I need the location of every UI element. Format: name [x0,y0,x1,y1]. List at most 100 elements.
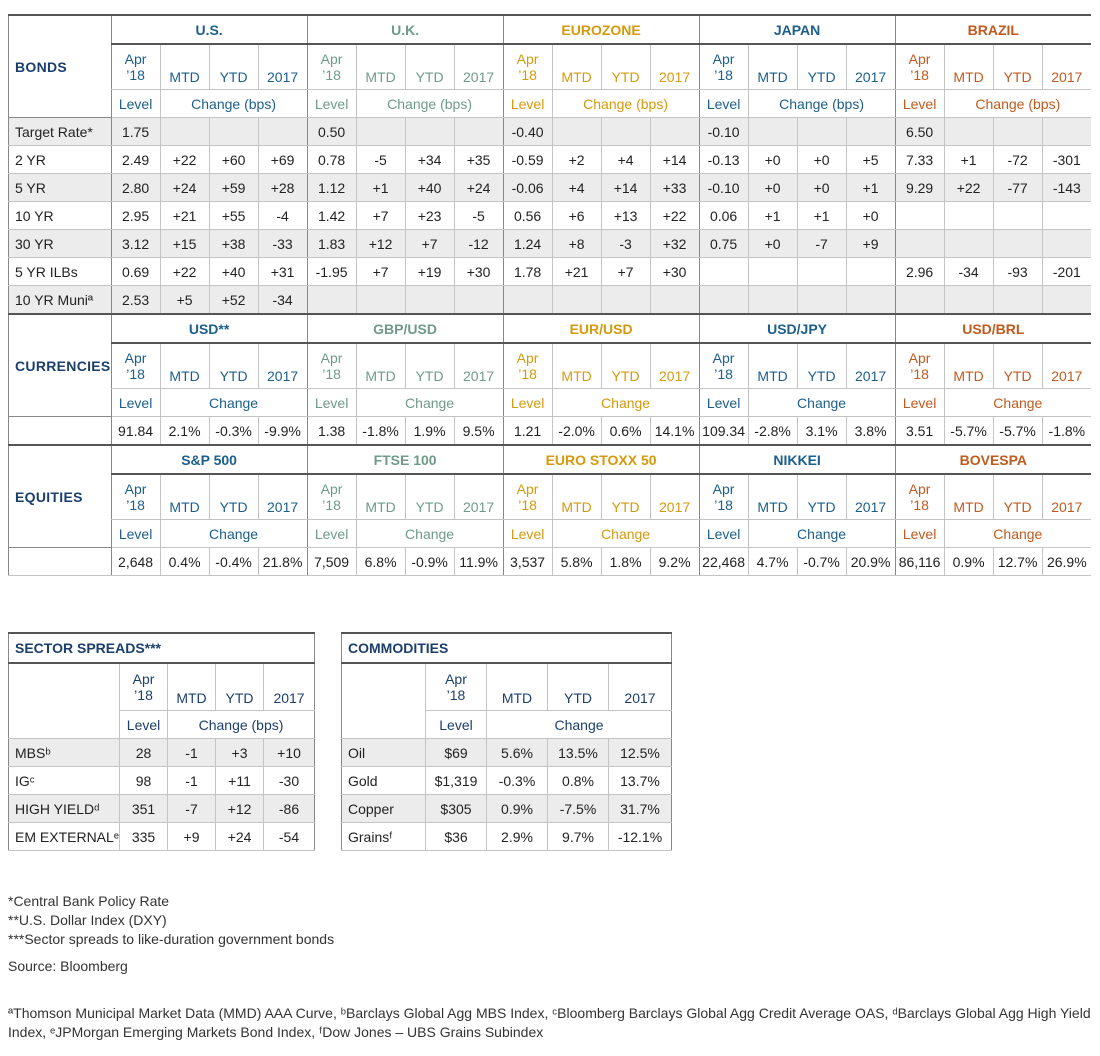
table-row: 2 YR 2.49 +22 +60 +69 0.78 -5 +34 +35 -0.59 +2 +4 +1… [8,145,1092,174]
value-cell: +8 [551,229,602,258]
period-header: MTD [943,44,994,90]
value-cell: 13.5% [547,738,609,767]
value-cell: +7 [404,229,455,258]
table-row: 2,648 0.4% -0.4% 21.8% 7,509 6.8% -0.9% 11.9% 3,… [8,547,1092,576]
period-header: Apr ’18 [110,343,161,389]
period-header: MTD [551,474,602,520]
value-cell: 7,509 [306,547,357,576]
value-cell: 1.9% [404,416,455,446]
market-name: USD/BRL [894,313,1092,344]
change-header: Change [943,388,1092,417]
value-cell: +24 [159,173,210,202]
value-cell: -201 [1041,257,1092,286]
value-cell: 1.75 [110,117,161,146]
value-cell: 31.7% [608,794,672,823]
value-cell: +0 [796,145,847,174]
value-cell: +0 [845,201,896,230]
value-cell [943,117,994,146]
value-cell [845,285,896,315]
level-header: Level [110,519,161,548]
value-cell: -1.8% [355,416,406,446]
value-cell: +1 [796,201,847,230]
value-cell: 2.49 [110,145,161,174]
period-header: 2017 [257,474,308,520]
period-header: YTD [992,343,1043,389]
value-cell: -7 [796,229,847,258]
period-header: MTD [159,44,210,90]
value-cell: +69 [257,145,308,174]
value-cell: -143 [1041,173,1092,202]
table-row: Target Rate* 1.75 0.50 -0.40 -0.10 6.50 [8,117,1092,146]
value-cell: +31 [257,257,308,286]
value-cell: 1.83 [306,229,357,258]
value-cell [894,201,945,230]
market-name: GBP/USD [306,313,504,344]
value-cell: +12 [215,794,264,823]
period-header: 2017 [1041,474,1092,520]
value-cell: -93 [992,257,1043,286]
table-row: HIGH YIELDᵈ 351 -7 +12 -86 [7,794,316,823]
period-header: YTD [796,343,847,389]
value-cell: -3 [600,229,651,258]
value-cell: 0.6% [600,416,651,446]
change-header: Change (bps) [943,89,1092,118]
value-cell: 0.9% [486,794,548,823]
value-cell: -77 [992,173,1043,202]
footnote-dxy: **U.S. Dollar Index (DXY) [8,912,167,928]
period-header: YTD [600,44,651,90]
value-cell: +9 [167,822,216,851]
period-header: Apr ’18 [698,474,749,520]
value-cell: -4 [257,201,308,230]
value-cell: +24 [215,822,264,851]
period-apr: Apr [516,51,539,67]
period-header: MTD [159,343,210,389]
period-year: ’18 [322,366,341,382]
value-cell: -1.8% [1041,416,1092,446]
period-header: 2017 [453,474,504,520]
bonds-name-row: BONDS U.S. U.K. EUROZONE JAPAN BRAZIL [8,15,1092,118]
value-cell [649,117,700,146]
row-label: 10 YR [8,201,112,230]
value-cell: +40 [208,257,259,286]
bonds-section-label: BONDS [8,15,112,118]
value-cell [306,285,357,315]
value-cell [796,117,847,146]
value-cell: $1,319 [425,766,487,795]
value-cell: +24 [453,173,504,202]
change-header: Change (bps) [159,89,308,118]
market-name: USD** [110,313,308,344]
value-cell: 5.8% [551,547,602,576]
row-label: Oil [341,738,426,767]
value-cell: -0.3% [208,416,259,446]
row-label: MBSᵇ [7,738,120,767]
row-label: Grainsᶠ [341,822,426,851]
value-cell: 7.33 [894,145,945,174]
value-cell: 9.29 [894,173,945,202]
value-cell: -0.10 [698,173,749,202]
change-header: Change [747,519,896,548]
market-name: USD/JPY [698,313,896,344]
level-header: Level [306,519,357,548]
value-cell: 2.1% [159,416,210,446]
level-header: Level [110,89,161,118]
value-cell: $69 [425,738,487,767]
source-note: Source: Bloomberg [8,958,128,974]
period-header: Apr ’18 [894,343,945,389]
value-cell: -1.95 [306,257,357,286]
value-cell [845,117,896,146]
value-cell [159,117,210,146]
value-cell: -2.0% [551,416,602,446]
period-apr: Apr [712,51,735,67]
value-cell: -72 [992,145,1043,174]
change-header: Change [551,519,700,548]
period-header: Apr ’18 [894,474,945,520]
currencies-period-row: Apr ’18 MTD YTD 2017 Apr ’18 MTD YTD 2017 Apr ’18 MT… [9,343,1092,389]
value-cell: 2.96 [894,257,945,286]
period-header: MTD [355,44,406,90]
value-cell: 351 [119,794,168,823]
period-header: MTD [159,474,210,520]
index-notes: ªThomson Municipal Market Data (MMD) AAA… [8,1005,1091,1040]
value-cell: +4 [551,173,602,202]
equities-unit-row: Level Change Level Change Level Change Level Ch… [9,519,1092,548]
value-cell: -12.1% [608,822,672,851]
